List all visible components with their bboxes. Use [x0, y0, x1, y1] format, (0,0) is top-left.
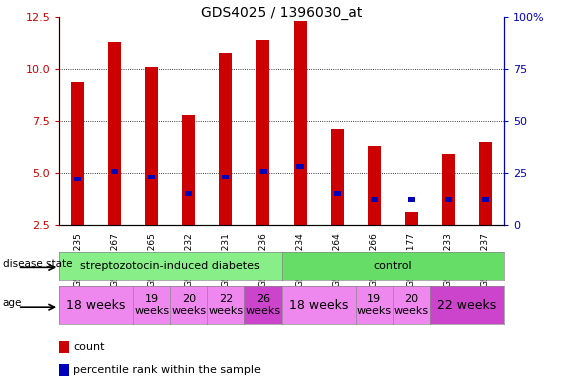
Bar: [182, 115, 195, 225]
Text: 20
weeks: 20 weeks: [394, 295, 429, 316]
Text: control: control: [373, 261, 412, 271]
Bar: [145, 67, 158, 225]
Text: 22
weeks: 22 weeks: [208, 295, 243, 316]
Bar: [111, 169, 118, 174]
Text: 18 weeks: 18 weeks: [289, 299, 348, 312]
Bar: [260, 169, 266, 174]
Text: age: age: [3, 298, 22, 308]
Bar: [108, 42, 121, 225]
Bar: [333, 191, 341, 196]
Bar: [330, 129, 343, 225]
Bar: [370, 197, 378, 202]
Bar: [442, 154, 455, 225]
Bar: [185, 191, 193, 196]
Text: percentile rank within the sample: percentile rank within the sample: [73, 365, 261, 375]
FancyBboxPatch shape: [59, 341, 69, 353]
Text: disease state: disease state: [3, 259, 72, 269]
Text: streptozotocin-induced diabetes: streptozotocin-induced diabetes: [81, 261, 260, 271]
Bar: [479, 142, 492, 225]
Bar: [71, 81, 84, 225]
Bar: [257, 40, 270, 225]
Bar: [408, 197, 415, 202]
Bar: [445, 197, 452, 202]
Bar: [148, 175, 155, 179]
Bar: [220, 53, 233, 225]
Text: 18 weeks: 18 weeks: [66, 299, 126, 312]
Bar: [482, 197, 489, 202]
Text: count: count: [73, 342, 105, 352]
Bar: [222, 175, 230, 179]
FancyBboxPatch shape: [59, 364, 69, 376]
Bar: [293, 22, 306, 225]
Text: 26
weeks: 26 weeks: [245, 295, 280, 316]
Bar: [74, 177, 81, 181]
Bar: [297, 164, 303, 169]
Text: GDS4025 / 1396030_at: GDS4025 / 1396030_at: [201, 6, 362, 20]
Bar: [405, 212, 418, 225]
Text: 19
weeks: 19 weeks: [356, 295, 392, 316]
Text: 22 weeks: 22 weeks: [437, 299, 497, 312]
Bar: [368, 146, 381, 225]
Text: 19
weeks: 19 weeks: [134, 295, 169, 316]
Text: 20
weeks: 20 weeks: [171, 295, 207, 316]
